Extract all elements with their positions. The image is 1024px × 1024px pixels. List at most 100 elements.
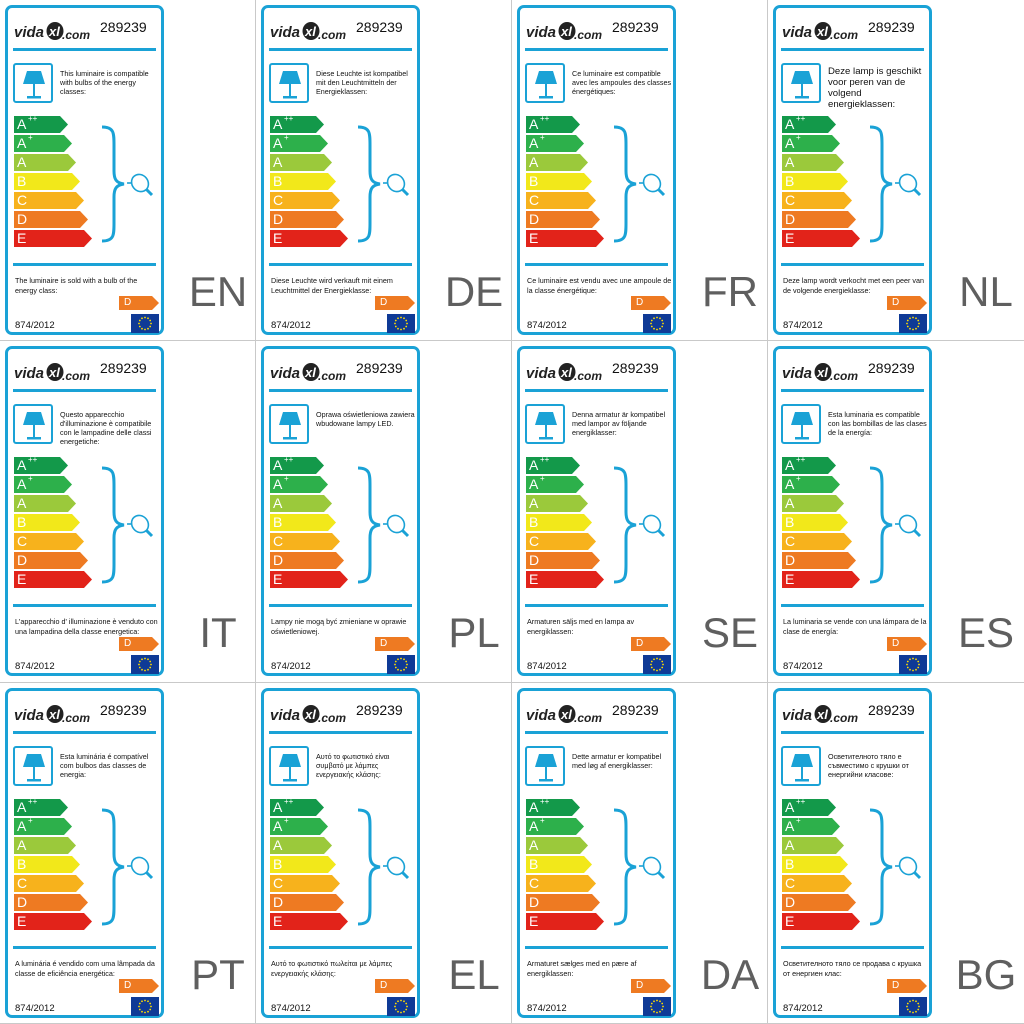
- svg-text:xl: xl: [560, 24, 572, 39]
- energy-label-cell: vida xl .com 289239 This luminaire is co…: [0, 0, 256, 342]
- table-lamp-icon: [23, 71, 45, 99]
- energy-class-plus: +: [796, 815, 801, 825]
- svg-text:vida: vida: [270, 365, 300, 382]
- sold-class-letter: D: [124, 979, 132, 991]
- table-lamp-icon: [23, 753, 45, 782]
- energy-class-plus: +: [28, 815, 33, 825]
- energy-label-cell: vida xl .com 289239 Questo apparecchio d…: [0, 341, 256, 683]
- lamp-icon-box: [781, 63, 821, 103]
- regulation-number: 874/2012: [783, 661, 823, 673]
- vidaxl-logo: vida xl .com: [270, 704, 346, 725]
- energy-class-plus: +: [28, 133, 33, 142]
- curly-brace: [101, 125, 154, 243]
- language-code: EN: [188, 268, 248, 315]
- sold-class-letter: D: [380, 297, 388, 308]
- sold-class-arrow: D: [887, 978, 927, 998]
- energy-class-letter: E: [273, 230, 283, 246]
- vidaxl-logo: vida xl .com: [14, 22, 90, 42]
- sold-class-arrow: D: [631, 978, 671, 998]
- energy-class-letter: B: [529, 173, 539, 189]
- eu-flag-icon: [131, 314, 159, 333]
- energy-class-letter: E: [273, 571, 283, 588]
- model-number: 289239: [356, 19, 403, 35]
- svg-text:vida: vida: [782, 24, 812, 41]
- energy-class-plus: ++: [28, 796, 38, 806]
- energy-label-cell: vida xl .com 289239 Ce luminaire est com…: [512, 0, 768, 342]
- table-lamp-icon: [535, 71, 557, 99]
- section-divider: [525, 945, 668, 949]
- svg-text:xl: xl: [48, 365, 60, 380]
- sold-with-text: Armaturen säljs med en lampa av energikl…: [527, 617, 635, 637]
- language-code: DE: [444, 268, 504, 315]
- energy-class-letter: A: [273, 457, 283, 474]
- energy-class-letter: E: [529, 571, 539, 588]
- model-number: 289239: [868, 360, 915, 377]
- energy-class-letter: C: [273, 192, 284, 208]
- sold-with-text: Осветителното тяло се продава с крушка о…: [783, 958, 922, 978]
- energy-class-letter: A: [785, 817, 795, 834]
- energy-class-letter: E: [17, 912, 27, 929]
- svg-text:xl: xl: [304, 707, 316, 722]
- energy-class-letter: A: [273, 836, 283, 853]
- language-code: DA: [700, 950, 760, 998]
- energy-class-letter: A: [529, 135, 539, 151]
- language-code: BG: [955, 950, 1017, 998]
- energy-class-letter: E: [529, 912, 539, 929]
- energy-class-letter: E: [273, 912, 283, 929]
- energy-class-letter: D: [17, 893, 28, 910]
- compatibility-text: Deze lamp is geschikt voor peren van de …: [828, 66, 922, 110]
- sold-class-arrow: D: [887, 296, 927, 315]
- svg-text:vida: vida: [14, 24, 44, 41]
- header-divider: [269, 48, 412, 51]
- light-bulb-icon: [639, 856, 666, 879]
- svg-text:xl: xl: [48, 707, 60, 722]
- curly-brace: [869, 466, 922, 584]
- sold-with-text: Diese Leuchte wird verkauft mit einem Le…: [271, 276, 393, 295]
- energy-class-letter: C: [17, 874, 28, 891]
- energy-label-card: vida xl .com 289239 Dette armatur er kom…: [517, 687, 676, 1018]
- energy-class-letter: A: [17, 836, 27, 853]
- regulation-number: 874/2012: [527, 320, 567, 331]
- energy-label-cell: vida xl .com 289239 Αυτό το φωτιστικό εί…: [256, 682, 512, 1024]
- energy-class-plus: ++: [284, 796, 294, 806]
- energy-class-letter: C: [529, 874, 540, 891]
- sold-with-text: Armaturet sælges med en pære af energikl…: [527, 958, 637, 978]
- svg-text:vida: vida: [526, 707, 556, 724]
- energy-class-letter: B: [785, 173, 795, 189]
- table-lamp-icon: [791, 71, 813, 99]
- section-divider: [269, 945, 412, 949]
- svg-text:vida: vida: [270, 24, 300, 41]
- vidaxl-logo: vida xl .com: [270, 22, 346, 42]
- header-divider: [781, 730, 924, 734]
- regulation-number: 874/2012: [271, 661, 311, 673]
- sold-with-text: Deze lamp wordt verkocht met een peer va…: [783, 276, 925, 295]
- svg-text:.com: .com: [318, 369, 346, 383]
- model-number: 289239: [356, 701, 403, 718]
- energy-class-letter: C: [785, 533, 796, 550]
- regulation-number: 874/2012: [15, 1002, 55, 1014]
- lamp-icon-box: [13, 404, 53, 445]
- eu-flag-icon: [387, 996, 415, 1016]
- language-code: NL: [959, 268, 1013, 315]
- lamp-icon-box: [13, 745, 53, 786]
- energy-class-letter: A: [17, 476, 27, 493]
- energy-class-letter: A: [529, 457, 539, 474]
- energy-class-letter: A: [785, 457, 795, 474]
- energy-class-letter: A: [17, 116, 27, 132]
- energy-class-letter: A: [17, 798, 27, 815]
- language-code: PT: [191, 950, 245, 998]
- energy-label-card: vida xl .com 289239 Осветителното тяло е…: [773, 687, 932, 1018]
- table-lamp-icon: [23, 412, 45, 440]
- light-bulb-icon: [127, 173, 154, 197]
- sold-class-arrow: D: [119, 296, 159, 315]
- compatibility-text: Αυτό το φωτιστικό είναι συμβατό με λάμπε…: [316, 751, 390, 779]
- energy-class-letter: A: [17, 135, 27, 151]
- light-bulb-icon: [639, 514, 666, 538]
- curly-brace: [357, 466, 410, 584]
- energy-class-letter: C: [785, 874, 796, 891]
- model-number: 289239: [612, 701, 659, 718]
- section-divider: [13, 604, 156, 608]
- energy-class-plus: +: [284, 815, 289, 825]
- svg-text:.com: .com: [574, 369, 602, 383]
- energy-label-cell: vida xl .com 289239 Dette armatur er kom…: [512, 682, 768, 1024]
